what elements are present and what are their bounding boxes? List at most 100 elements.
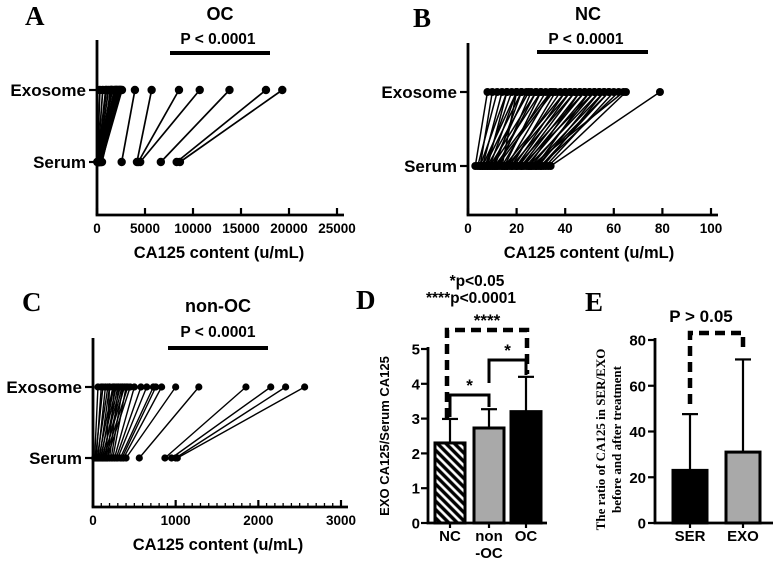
y-tick-label: 4 (412, 376, 421, 393)
category-label: SER (675, 528, 706, 545)
exosome-point (172, 383, 180, 391)
exosome-point (130, 383, 138, 391)
exosome-point (242, 383, 250, 391)
x-axis-label: CA125 content (u/mL) (133, 536, 304, 554)
p-value-label: P < 0.0001 (180, 31, 256, 48)
row-label: Exosome (6, 378, 82, 397)
serum-point (546, 162, 555, 170)
x-tick-label: 20000 (270, 221, 308, 236)
pair-line (101, 89, 120, 163)
serum-point (161, 454, 169, 462)
category-label: OC (515, 528, 538, 545)
pair-line (164, 386, 247, 459)
y-axis-label: The ratio of CA125 in SER/EXO (593, 349, 608, 531)
exosome-point (585, 88, 594, 96)
x-tick-label: 40 (558, 221, 573, 236)
pair-line (171, 386, 272, 459)
row-label: Serum (33, 153, 86, 172)
pair-line (94, 386, 104, 459)
exosome-point (195, 85, 204, 95)
sig-bracket (444, 327, 530, 418)
pair-line (137, 89, 180, 163)
pair-line (474, 91, 489, 167)
pair-line (179, 89, 283, 163)
exosome-point (99, 383, 107, 391)
data-points (471, 88, 664, 170)
exosome-point (575, 88, 584, 96)
row-label: Exosome (381, 83, 457, 102)
pair-line (537, 91, 600, 167)
p-value-label: P < 0.0001 (548, 31, 624, 48)
x-tick-label: 100 (700, 221, 723, 236)
sig-bracket (448, 393, 491, 417)
sig-stars: * (504, 341, 511, 360)
exosome-point (225, 85, 234, 95)
pair-line (479, 91, 494, 167)
pair-line (518, 91, 576, 167)
pair-line (481, 91, 518, 167)
bar (433, 441, 467, 525)
exosome-point (174, 85, 184, 95)
pair-line (119, 386, 154, 459)
pair-line (535, 91, 591, 167)
exosome-point (621, 88, 630, 96)
y-tick-label: 40 (629, 424, 646, 441)
exosome-point (512, 88, 521, 96)
y-tick-label: 3 (412, 411, 420, 428)
pair-line (99, 89, 112, 163)
pair-line (481, 91, 503, 167)
x-tick-label: 0 (89, 513, 97, 528)
category-label: EXO (727, 528, 759, 545)
pair-line (542, 91, 605, 167)
exosome-point (600, 88, 609, 96)
pair-line (506, 91, 552, 167)
serum-point (173, 454, 181, 462)
pair-line (528, 91, 581, 167)
sig-stars: * (466, 376, 473, 395)
pair-line (511, 91, 557, 167)
panel-letter-a: A (25, 1, 45, 31)
category-label: -OC (475, 545, 503, 562)
pair-line (479, 91, 508, 167)
pair-line (530, 91, 624, 167)
pair-line (503, 91, 542, 167)
exosome-point (105, 383, 114, 391)
y-tick-label: 2 (412, 446, 420, 463)
exosome-point (282, 383, 290, 391)
serum-point (97, 157, 107, 167)
sig-bracket (487, 358, 528, 383)
pair-line (515, 91, 571, 167)
bar (671, 468, 709, 525)
pair-line (112, 386, 127, 459)
chart-title: NC (575, 4, 601, 24)
pair-line (486, 91, 508, 167)
category-label: non (475, 528, 503, 545)
pair-lines (93, 386, 305, 459)
bar (509, 410, 543, 525)
serum-point (117, 157, 126, 167)
serum-point (136, 157, 145, 167)
bar (724, 450, 762, 525)
pair-line (508, 91, 561, 167)
y-axis-label: EXO CA125/Serum CA125 (377, 356, 392, 516)
x-tick-label: 15000 (222, 221, 260, 236)
pair-line (550, 91, 661, 167)
pair-line (125, 386, 177, 459)
p-value-label: P > 0.05 (669, 307, 733, 326)
exosome-point (267, 383, 275, 391)
pair-line (176, 89, 267, 163)
exosome-point (278, 85, 287, 95)
y-tick-label: 0 (412, 516, 420, 533)
serum-point (175, 157, 185, 167)
pair-line (496, 91, 537, 167)
p-value-label: P < 0.0001 (180, 324, 256, 341)
sig-bracket (687, 330, 746, 404)
pair-line (489, 91, 518, 167)
note-line: *p<0.05 (450, 273, 505, 290)
y-axis-label: before and after treatment (609, 365, 624, 513)
pair-lines (474, 91, 661, 167)
x-tick-label: 1000 (161, 513, 191, 528)
x-tick-label: 80 (655, 221, 670, 236)
pair-line (528, 91, 600, 167)
